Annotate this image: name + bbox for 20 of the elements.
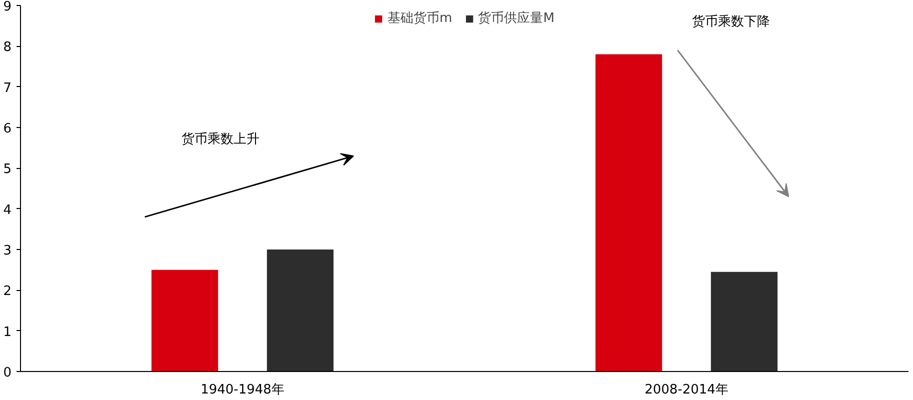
y-tick-label: 9 (3, 0, 12, 14)
x-tick-label: 2008-2014年 (644, 382, 728, 398)
y-tick-label: 2 (3, 284, 12, 300)
bar (595, 54, 662, 372)
x-tick-label: 1940-1948年 (200, 382, 284, 398)
y-tick-label: 3 (3, 244, 12, 258)
annotation: 货币乘数上升 (181, 132, 260, 148)
y-tick-label: 7 (3, 80, 12, 96)
y-tick-label: 1 (3, 324, 12, 340)
y-tick-label: 5 (3, 162, 12, 178)
bar (151, 270, 218, 372)
legend-label: 基础货币m (388, 10, 452, 27)
y-tick-label: 6 (3, 122, 12, 136)
annotation: 货币乘数下降 (692, 14, 770, 30)
y-tick-label: 0 (3, 366, 12, 380)
y-tick-label: 4 (3, 202, 12, 218)
y-tick-label: 8 (3, 40, 12, 56)
bar (710, 272, 778, 372)
legend-label: 货币供应量M (478, 10, 554, 27)
bar (266, 250, 334, 372)
